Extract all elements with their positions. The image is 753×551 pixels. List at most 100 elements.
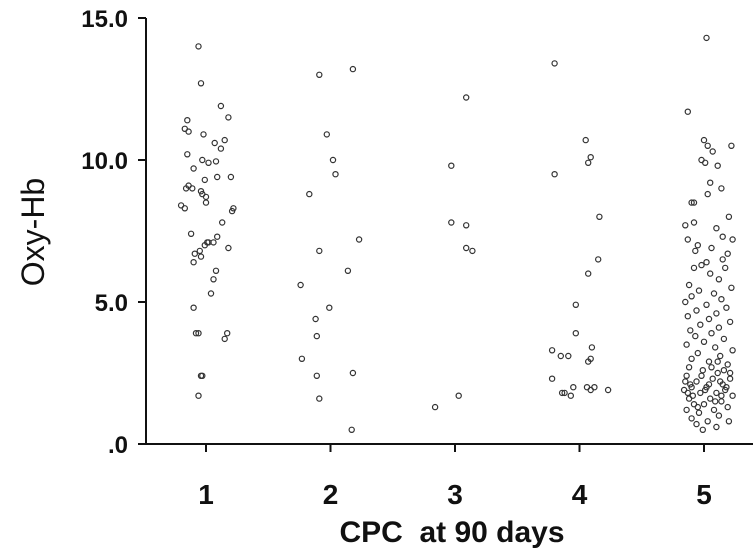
data-point	[684, 236, 692, 243]
data-point	[682, 222, 689, 229]
data-point	[695, 287, 703, 294]
data-point	[694, 403, 702, 411]
data-point	[714, 369, 721, 377]
data-point	[582, 136, 589, 144]
data-point	[184, 116, 191, 124]
data-point	[712, 344, 719, 351]
data-point	[718, 398, 725, 405]
data-point	[704, 142, 711, 149]
data-point	[704, 190, 711, 198]
data-point	[700, 401, 708, 408]
data-point	[190, 259, 197, 266]
data-point	[700, 338, 708, 345]
data-point	[326, 304, 333, 311]
data-point	[211, 139, 218, 147]
data-point	[223, 330, 231, 337]
data-point	[715, 412, 723, 419]
data-point	[316, 71, 323, 79]
data-point	[689, 392, 697, 399]
data-point	[195, 392, 202, 399]
data-point	[344, 267, 352, 274]
data-point	[190, 304, 197, 311]
data-point	[687, 327, 694, 334]
data-point	[708, 244, 715, 252]
data-point	[316, 247, 323, 255]
data-point	[715, 324, 723, 331]
data-point	[587, 386, 594, 394]
data-point	[190, 165, 197, 172]
data-point	[714, 358, 721, 365]
data-point	[181, 205, 188, 212]
data-point	[693, 307, 700, 314]
data-point	[692, 332, 699, 340]
data-point	[298, 355, 306, 362]
data-point	[726, 375, 734, 382]
data-point	[708, 364, 715, 371]
data-point	[221, 335, 228, 343]
data-point	[187, 230, 195, 237]
data-point	[713, 310, 720, 317]
data-point	[702, 159, 709, 166]
data-point	[585, 358, 592, 365]
data-point	[719, 233, 726, 240]
data-point	[694, 241, 702, 249]
data-point	[596, 213, 603, 220]
data-point	[199, 156, 206, 164]
data-point	[348, 426, 355, 433]
data-point	[724, 403, 731, 411]
data-point	[690, 264, 698, 272]
data-point	[561, 389, 568, 397]
data-point	[720, 367, 728, 374]
data-point	[212, 158, 220, 165]
data-point	[192, 330, 200, 337]
data-point	[221, 136, 228, 144]
data-point	[684, 313, 692, 320]
data-point	[707, 270, 714, 277]
data-point	[693, 420, 700, 428]
data-point	[469, 247, 476, 255]
data-point	[199, 372, 206, 379]
data-point	[693, 378, 700, 385]
data-point	[448, 162, 455, 169]
data-point	[184, 151, 191, 158]
data-point	[718, 185, 725, 192]
x-tick-label: 2	[323, 479, 339, 510]
data-point	[688, 199, 695, 206]
x-axis-title: CPC at 90 days	[339, 516, 564, 549]
data-point	[213, 233, 221, 240]
data-point	[717, 352, 724, 360]
data-point	[463, 94, 470, 101]
data-point	[201, 176, 208, 184]
data-point	[355, 236, 363, 243]
data-point	[587, 153, 594, 161]
data-points	[177, 34, 736, 433]
y-axis-ticks: 15.0 10.0 5.0 .0	[81, 6, 146, 459]
data-point	[683, 372, 690, 379]
data-point	[687, 381, 694, 388]
data-point	[217, 102, 225, 110]
data-point	[197, 253, 205, 260]
data-point	[719, 256, 726, 263]
data-point	[705, 315, 713, 323]
data-point	[185, 128, 192, 135]
data-point	[715, 276, 723, 283]
data-point	[323, 131, 330, 138]
data-point	[688, 293, 695, 300]
data-point	[722, 264, 729, 272]
data-point	[548, 347, 556, 354]
data-point	[585, 159, 592, 166]
data-point	[565, 352, 572, 360]
data-point	[205, 159, 212, 166]
data-point	[207, 290, 215, 297]
data-point	[685, 364, 693, 371]
data-point	[690, 199, 698, 206]
data-point	[588, 344, 596, 351]
data-point	[699, 367, 707, 374]
x-tick-label: 1	[198, 479, 214, 510]
data-point	[683, 341, 690, 348]
data-point	[306, 190, 313, 198]
data-point	[694, 349, 702, 357]
x-axis-ticks: 1 2 3 4 5	[198, 444, 712, 510]
data-point	[217, 145, 225, 152]
